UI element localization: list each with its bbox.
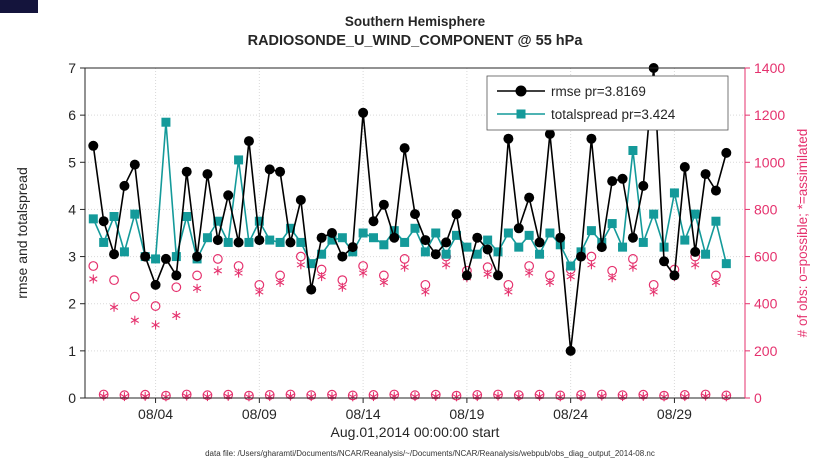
svg-text:08/14: 08/14 — [346, 406, 381, 422]
svg-text:400: 400 — [754, 296, 778, 312]
axes-box — [84, 67, 746, 399]
left-axis-label: rmse and totalspread — [14, 167, 30, 299]
svg-text:200: 200 — [754, 343, 778, 359]
svg-text:0: 0 — [754, 390, 762, 406]
legend-totalspread-label: totalspread pr=3.424 — [551, 107, 676, 122]
svg-text:08/04: 08/04 — [138, 406, 173, 422]
svg-text:08/24: 08/24 — [553, 406, 588, 422]
x-axis-label: Aug.01,2014 00:00:00 start — [331, 424, 500, 440]
svg-text:1: 1 — [68, 343, 76, 359]
svg-text:08/19: 08/19 — [449, 406, 484, 422]
window-corner-artifact — [0, 0, 38, 13]
data-file-caption: data file: /Users/gharamti/Documents/NCA… — [205, 449, 655, 458]
svg-text:800: 800 — [754, 201, 778, 217]
legend-rmse-label: rmse pr=3.8169 — [551, 84, 646, 99]
legend: rmse pr=3.8169 totalspread pr=3.424 — [486, 75, 729, 131]
figure-suptitle: Southern Hemisphere — [345, 14, 486, 29]
svg-text:3: 3 — [68, 249, 76, 265]
svg-text:1000: 1000 — [754, 154, 785, 170]
right-axis-label: # of obs: o=possible; *=assimilated — [795, 129, 810, 338]
svg-text:1400: 1400 — [754, 60, 785, 76]
legend-box — [486, 75, 729, 131]
svg-text:5: 5 — [68, 154, 76, 170]
svg-text:6: 6 — [68, 107, 76, 123]
svg-text:2: 2 — [68, 296, 76, 312]
svg-text:1200: 1200 — [754, 107, 785, 123]
figure-title: RADIOSONDE_U_WIND_COMPONENT @ 55 hPa — [248, 33, 584, 49]
svg-text:7: 7 — [68, 60, 76, 76]
svg-text:4: 4 — [68, 201, 76, 217]
svg-text:600: 600 — [754, 249, 778, 265]
legend-samples — [497, 85, 545, 119]
svg-text:08/29: 08/29 — [657, 406, 692, 422]
svg-text:0: 0 — [68, 390, 76, 406]
tick-labels: 08/04 08/09 08/14 08/19 08/24 08/29 0 1 2 3 4 5 6 7 0 2… — [68, 60, 785, 422]
svg-text:08/09: 08/09 — [242, 406, 277, 422]
